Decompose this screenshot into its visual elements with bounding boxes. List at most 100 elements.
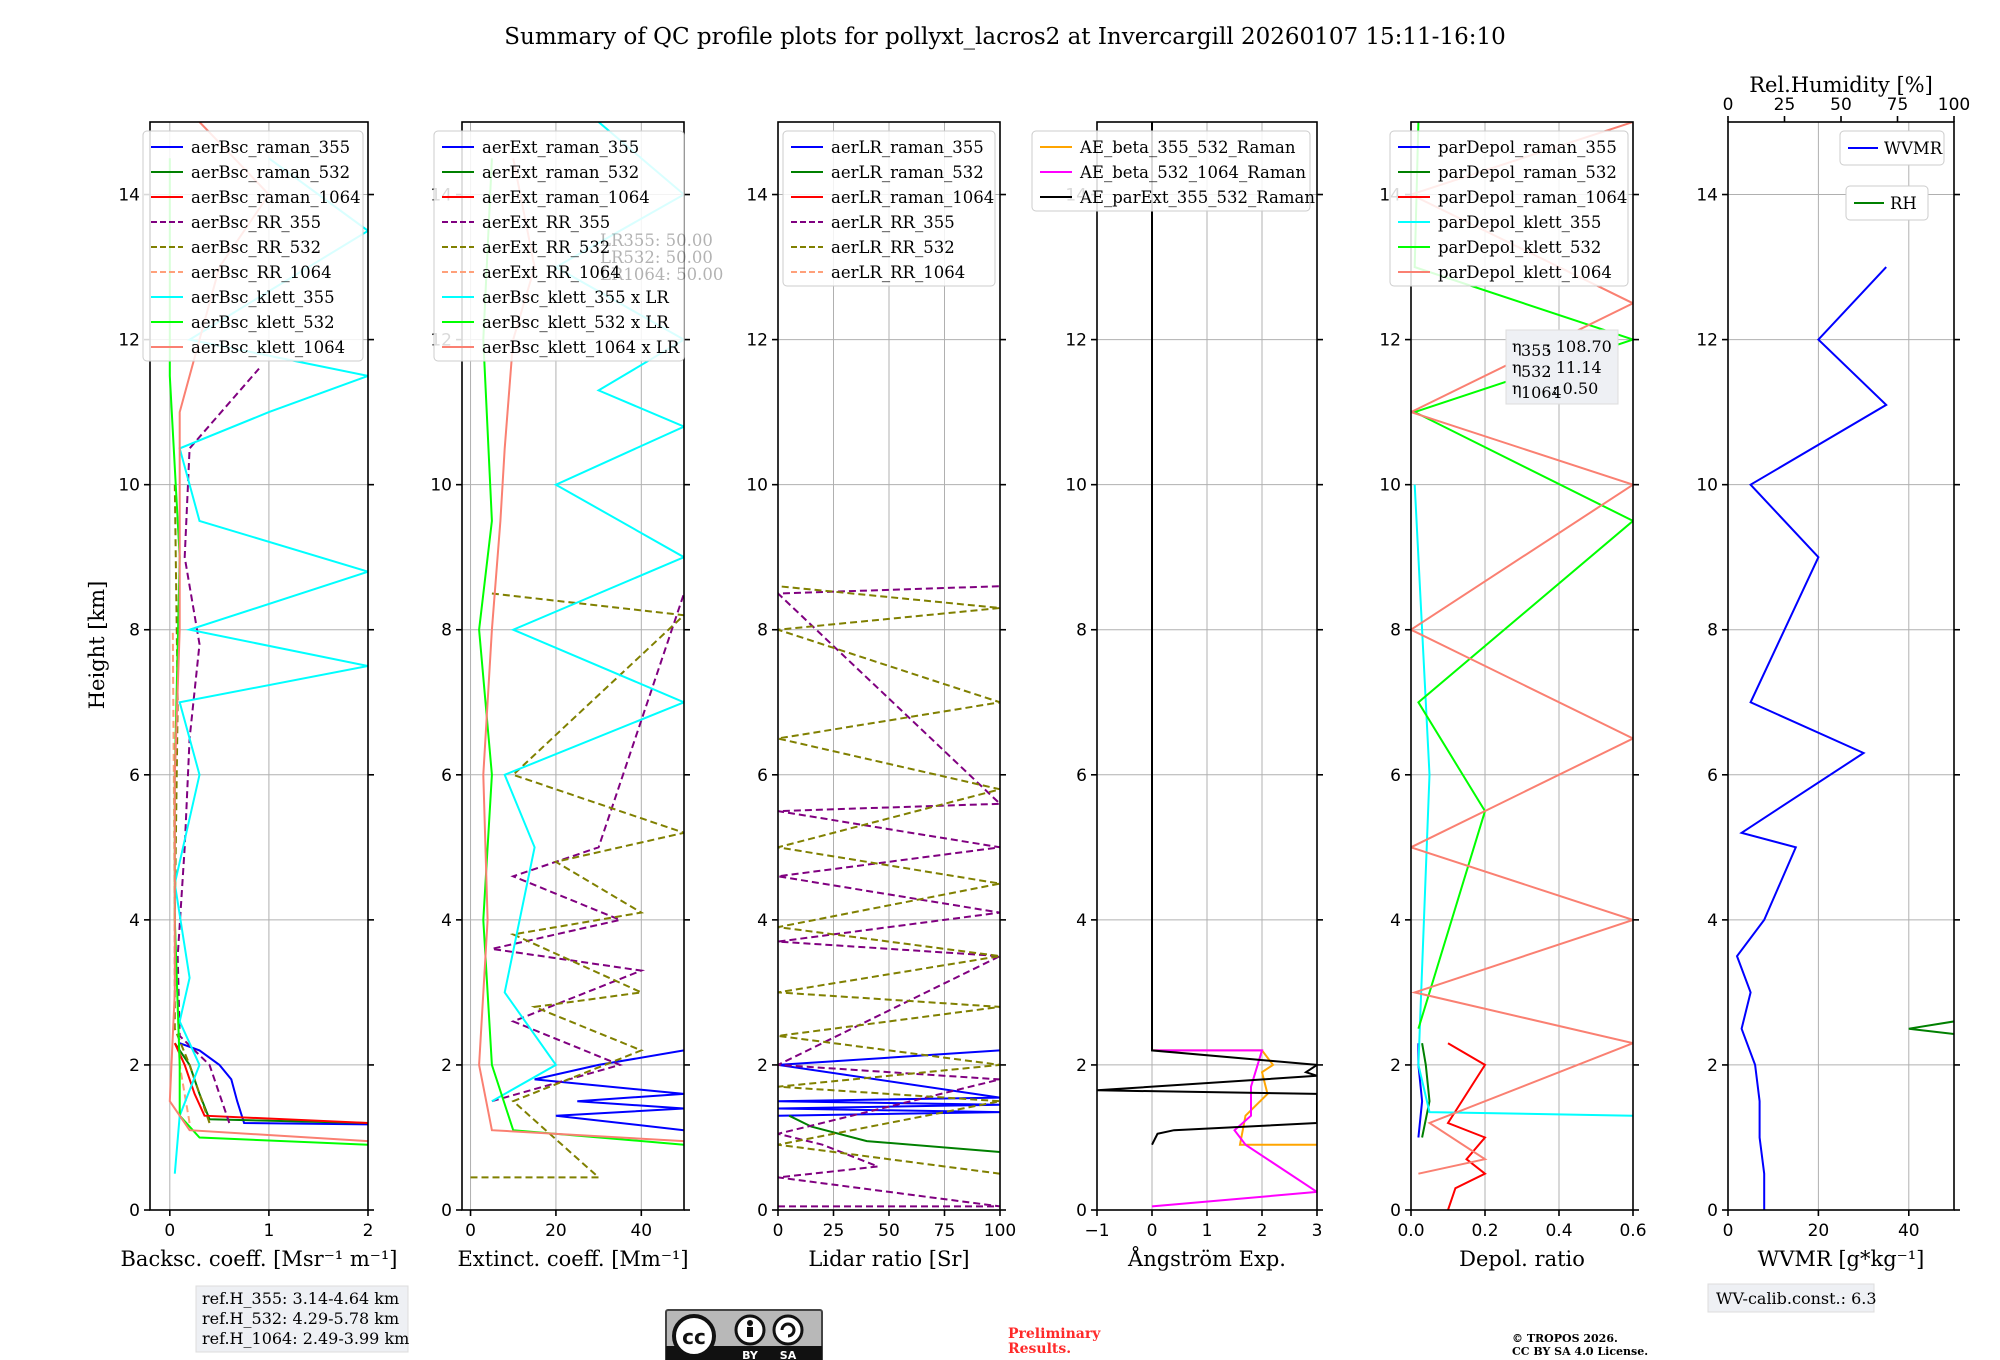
wv-calib-box: WV-calib.const.: 6.3 <box>1707 1283 1877 1313</box>
y-tick-label: 4 <box>757 911 768 931</box>
eta-symbol: η <box>1512 337 1522 356</box>
panel-extinction: 0246810121402040Extinct. coeff. [Mm⁻¹]ae… <box>430 121 723 1271</box>
legend-box <box>1031 130 1311 212</box>
ref-height-355: ref.H_355: 3.14-4.64 km <box>202 1289 399 1308</box>
y-tick-label: 6 <box>1390 766 1401 786</box>
top-x-tick-label: 25 <box>1774 95 1796 115</box>
y-tick-label: 2 <box>757 1056 768 1076</box>
y-tick-label: 0 <box>1707 1201 1718 1221</box>
y-tick-label: 10 <box>1065 476 1087 496</box>
x-axis-label: Extinct. coeff. [Mm⁻¹] <box>457 1247 688 1271</box>
legend-label: aerBsc_RR_532 <box>191 238 321 257</box>
top-x-axis-label: Rel.Humidity [%] <box>1749 73 1933 97</box>
legend-label: parDepol_klett_355 <box>1438 213 1601 232</box>
series-aerbsc-klett-355 <box>173 157 368 1174</box>
y-tick-label: 2 <box>1707 1056 1718 1076</box>
legend-label: aerExt_RR_1064 <box>482 263 621 282</box>
legend-box <box>1389 130 1629 287</box>
legend-label: AE_beta_532_1064_Raman <box>1079 163 1306 182</box>
y-tick-label: 0 <box>757 1201 768 1221</box>
y-tick-label: 4 <box>441 911 452 931</box>
legend-label: parDepol_raman_532 <box>1438 163 1617 182</box>
legend-label: parDepol_klett_1064 <box>1438 263 1612 282</box>
legend-label: AE_beta_355_532_Raman <box>1079 138 1296 157</box>
ref-height-532: ref.H_532: 4.29-5.78 km <box>202 1309 399 1328</box>
series-aerext-raman-355 <box>534 1049 684 1132</box>
legend-label: aerBsc_klett_1064 x LR <box>482 338 680 357</box>
y-tick-label: 2 <box>1390 1056 1401 1076</box>
y-tick-label: 12 <box>118 331 140 351</box>
series-aerlr-raman-355 <box>778 1049 1000 1117</box>
cc-license-badge: cc BY SA <box>665 1309 823 1360</box>
y-tick-label: 12 <box>746 331 768 351</box>
series-aerbsc-rr-355 <box>176 367 260 1124</box>
eta-value: : 0.50 <box>1552 379 1598 398</box>
lidar-ratio-label: LR355: 50.00 <box>600 231 713 250</box>
series-pardepol-raman-1064 <box>1446 1042 1487 1210</box>
legend-label: aerLR_RR_1064 <box>831 263 965 282</box>
copyright-line-1: © TROPOS 2026. <box>1512 1332 1618 1345</box>
sa-label: SA <box>780 1349 797 1360</box>
top-x-tick-label: 100 <box>1938 95 1970 115</box>
wv-calib-const: WV-calib.const.: 6.3 <box>1716 1289 1877 1308</box>
legend-label: aerBsc_klett_532 x LR <box>482 313 669 332</box>
cc-icon <box>672 1314 716 1358</box>
series-aerbsc-rr-532 <box>173 484 211 1124</box>
y-tick-label: 10 <box>1379 476 1401 496</box>
x-axis-label: WVMR [g*kg⁻¹] <box>1758 1247 1925 1271</box>
series-group <box>1735 266 1954 1210</box>
y-tick-label: 8 <box>129 621 140 641</box>
series-aerbsc-raman-355 <box>179 1042 368 1126</box>
y-tick-label: 0 <box>441 1201 452 1221</box>
y-tick-label: 2 <box>1076 1056 1087 1076</box>
series-aerlr-rr-355 <box>778 585 1000 1208</box>
y-tick-label: 6 <box>757 766 768 786</box>
series-pardepol-klett-1064 <box>1411 122 1633 1175</box>
x-tick-label: 0 <box>465 1221 476 1241</box>
legend: AE_beta_355_532_Raman AE_beta_532_1064_Ra… <box>1031 130 1315 212</box>
x-axis-label: Depol. ratio <box>1459 1247 1585 1271</box>
legend-label: aerExt_RR_532 <box>482 238 610 257</box>
legend-rh: RH <box>1845 185 1929 221</box>
y-tick-label: 0 <box>1390 1201 1401 1221</box>
legend-box <box>782 130 996 287</box>
y-tick-label: 6 <box>1076 766 1087 786</box>
legend-label: aerExt_raman_355 <box>482 138 639 157</box>
eta-symbol: η <box>1512 379 1522 398</box>
axes-frame <box>461 121 685 1211</box>
legend-label: aerBsc_klett_355 x LR <box>482 288 669 307</box>
eta-symbol: η <box>1512 358 1522 377</box>
y-tick-label: 2 <box>129 1056 140 1076</box>
y-tick-label: 0 <box>129 1201 140 1221</box>
legend-label: aerBsc_raman_1064 <box>191 188 361 207</box>
axes-frame <box>1727 121 1955 1211</box>
series-aerext-rr-532 <box>470 592 684 1179</box>
series-group <box>1097 122 1317 1208</box>
y-tick-label: 8 <box>1390 621 1401 641</box>
x-tick-label: 100 <box>984 1221 1016 1241</box>
legend-label: aerExt_raman_1064 <box>482 188 650 207</box>
x-tick-label: 40 <box>1898 1221 1920 1241</box>
y-tick-label: 8 <box>757 621 768 641</box>
legend-label: RH <box>1890 194 1917 213</box>
axes-frame <box>149 121 369 1211</box>
legend-label: aerLR_raman_355 <box>831 138 984 157</box>
y-tick-label: 4 <box>129 911 140 931</box>
legend-label: aerBsc_raman_355 <box>191 138 350 157</box>
x-tick-label: 1 <box>263 1221 274 1241</box>
series-wvmr <box>1735 266 1888 1210</box>
x-axis-label: Lidar ratio [Sr] <box>808 1247 969 1271</box>
y-tick-label: 2 <box>441 1056 452 1076</box>
legend-label: aerLR_raman_1064 <box>831 188 994 207</box>
x-tick-label: 0 <box>773 1221 784 1241</box>
legend-label: WVMR <box>1884 139 1943 158</box>
legend-label: AE_parExt_355_532_Raman <box>1079 188 1315 207</box>
y-tick-label: 8 <box>1076 621 1087 641</box>
legend: aerExt_raman_355 aerExt_raman_532 aerExt_r… <box>433 130 685 362</box>
x-tick-label: 0 <box>1723 1221 1734 1241</box>
legend: aerLR_raman_355 aerLR_raman_532 aerLR_rama… <box>782 130 996 287</box>
y-tick-label: 4 <box>1390 911 1401 931</box>
